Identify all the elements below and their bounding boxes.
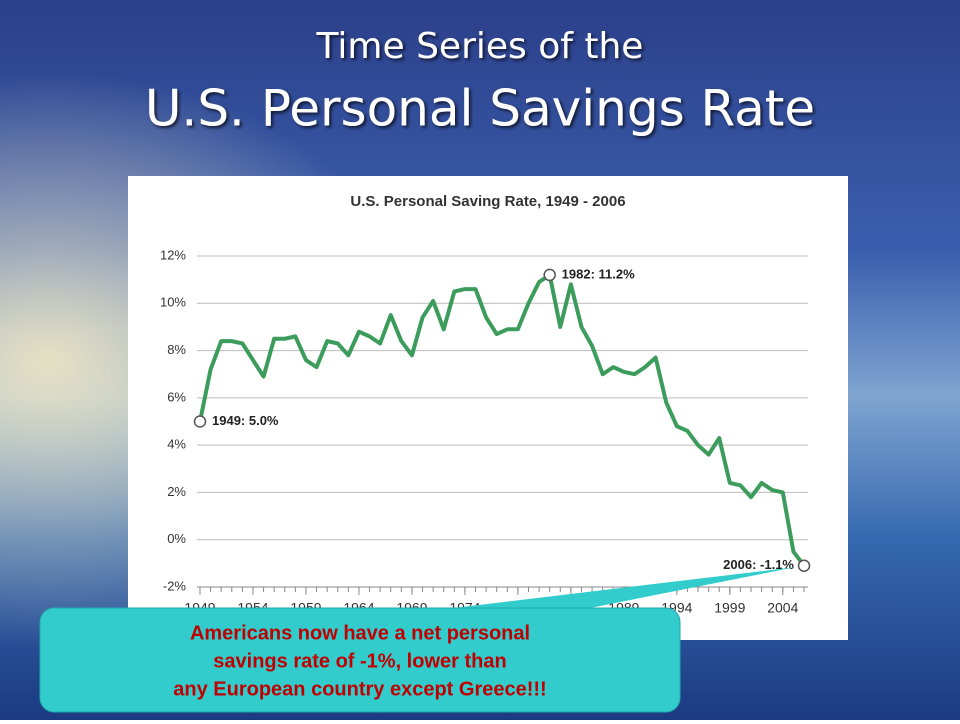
slide-title: Time Series of the: [316, 26, 644, 67]
x-tick-label: 2004: [767, 600, 798, 616]
chart-title: U.S. Personal Saving Rate, 1949 - 2006: [350, 193, 625, 210]
callout-box: [39, 607, 681, 713]
y-tick-label: 12%: [160, 247, 186, 262]
chart-panel: [128, 176, 848, 640]
x-tick-label: 1999: [714, 600, 745, 616]
callout-text: savings rate of -1%, lower than: [213, 650, 506, 672]
y-tick-label: 2%: [167, 484, 186, 499]
slide-title: U.S. Personal Savings Rate: [145, 80, 815, 138]
annotation: 1982: 11.2%: [562, 266, 635, 281]
annotation: 1949: 5.0%: [212, 413, 279, 428]
y-tick-label: 10%: [160, 295, 186, 310]
y-tick-label: 6%: [167, 389, 186, 404]
annotation: 2006: -1.1%: [723, 557, 794, 572]
y-tick-label: 4%: [167, 437, 186, 452]
highlight-point: [193, 415, 207, 428]
data-line: [198, 272, 806, 567]
highlight-point: [543, 268, 556, 282]
y-tick-label: 8%: [167, 342, 186, 357]
y-tick-label: 0%: [167, 531, 186, 546]
callout-text: any European country except Greece!!!: [173, 678, 546, 700]
callout-text: Americans now have a net personal: [190, 622, 530, 644]
highlight-point: [797, 559, 811, 572]
callout-pointer: [420, 567, 796, 612]
y-tick-label: -2%: [163, 578, 187, 593]
